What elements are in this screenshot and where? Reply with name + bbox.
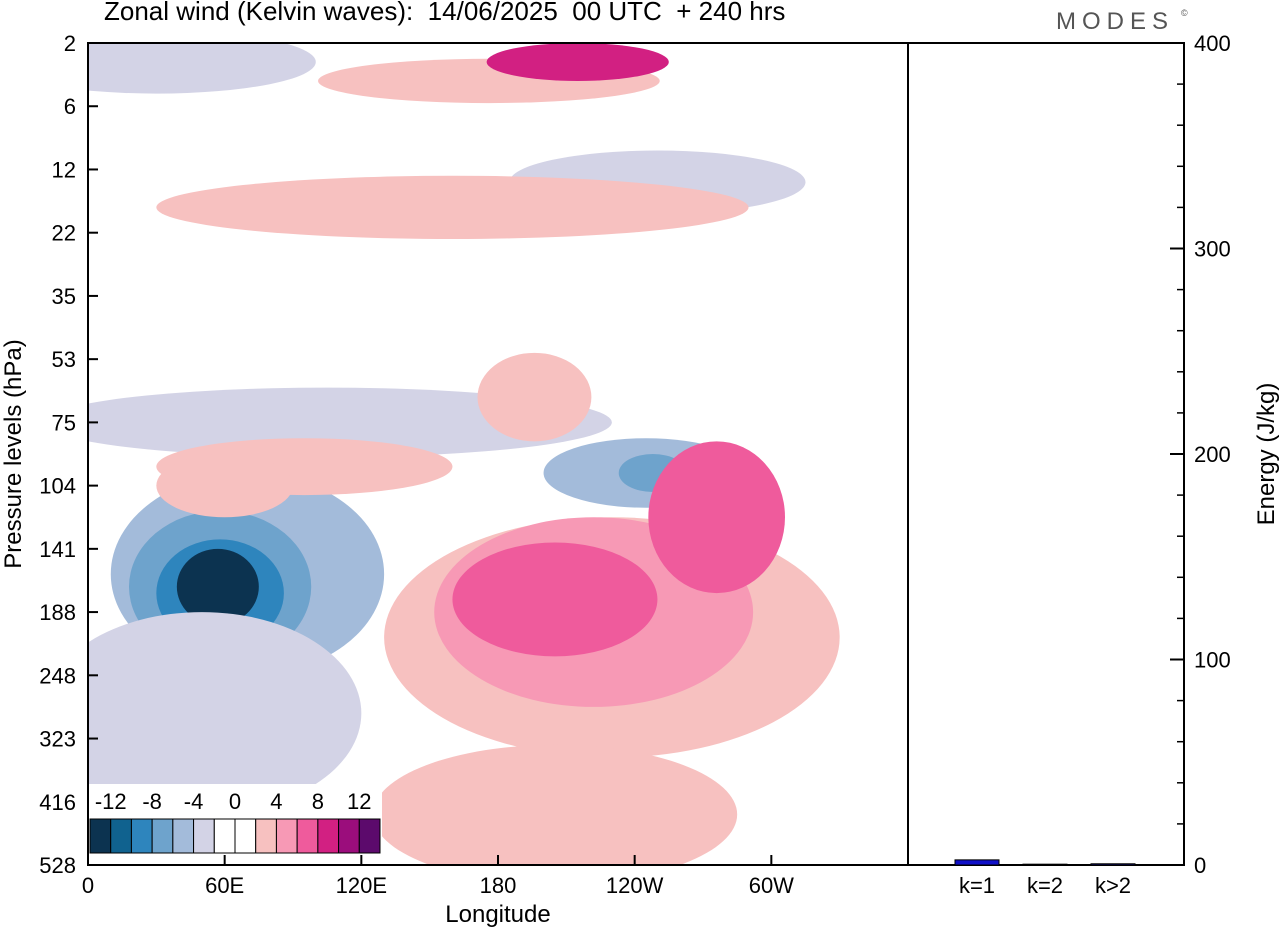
contour-blob-10 [88, 43, 316, 94]
energy-tick-label: 100 [1194, 648, 1231, 673]
y-tick-label: 53 [52, 347, 76, 372]
contour-blob-13 [156, 175, 749, 240]
modes-logo: MODES [1056, 8, 1175, 35]
energy-plot-frame [907, 42, 1185, 866]
energy-bar [1090, 863, 1136, 866]
colorbar-level-label: -12 [95, 789, 127, 814]
energy-category-label: k>2 [1095, 873, 1131, 898]
contour-blob-4 [88, 612, 362, 815]
energy-axis-title: Energy (J/kg) [1253, 383, 1280, 526]
colorbar-swatch [172, 818, 195, 854]
colorbar-level-label: 8 [312, 789, 324, 814]
colorbar-level-label: 4 [270, 789, 282, 814]
contour-blob-20 [156, 454, 293, 518]
x-axis-title: Longitude [445, 901, 550, 928]
contour-blob-6 [110, 280, 749, 338]
contour-blob-3 [176, 548, 259, 625]
energy-tick-label: 0 [1194, 853, 1206, 878]
x-tick-label: 120E [336, 873, 387, 898]
y-tick-label: 141 [39, 537, 76, 562]
contour-blob-18 [477, 352, 592, 442]
colorbar-swatch [151, 818, 174, 854]
y-tick-label: 75 [52, 410, 76, 435]
contour-field [88, 43, 840, 865]
chart-title: Zonal wind (Kelvin waves): 14/06/2025 00… [104, 0, 786, 26]
y-tick-label: 528 [39, 853, 76, 878]
energy-bar [954, 859, 1000, 866]
energy-tick-label: 200 [1194, 442, 1231, 467]
colorbar-swatch [234, 818, 257, 854]
y-tick-label: 2 [64, 31, 76, 56]
y-tick-label: 104 [39, 474, 76, 499]
y-tick-label: 22 [52, 221, 76, 246]
y-tick-label: 416 [39, 790, 76, 815]
colorbar: -12 -8 -4 0 4 8 12 [88, 784, 382, 855]
contour-blob-12 [486, 43, 669, 81]
energy-category-label: k=2 [1027, 873, 1063, 898]
y-tick-label: 188 [39, 600, 76, 625]
energy-category-label: k=1 [959, 873, 995, 898]
x-tick-label: 0 [82, 873, 94, 898]
colorbar-swatch [296, 818, 319, 854]
energy-bar [1022, 863, 1068, 866]
colorbar-level-label: 0 [229, 789, 241, 814]
energy-bar-chart: 0 100 200 300 400 k=1 k=2 k>2 [954, 31, 1231, 898]
copyright-mark: © [1181, 8, 1188, 18]
energy-tick-label: 300 [1194, 237, 1231, 262]
x-tick-label: 120W [606, 873, 664, 898]
colorbar-swatch [255, 818, 277, 854]
contour-blob-17 [648, 441, 786, 594]
colorbar-swatch [317, 818, 340, 854]
y-tick-label: 248 [39, 663, 76, 688]
contour-blob-16 [452, 542, 658, 657]
colorbar-swatch [338, 818, 360, 854]
colorbar-swatch [193, 818, 215, 854]
y-tick-label: 35 [52, 284, 76, 309]
y-tick-label: 12 [52, 157, 76, 182]
x-tick-label: 60E [205, 873, 244, 898]
y-tick-label: 323 [39, 727, 76, 752]
y-tick-label: 6 [64, 94, 76, 119]
colorbar-level-label: 12 [347, 789, 371, 814]
colorbar-swatch [130, 818, 153, 854]
x-tick-label: 60W [749, 873, 794, 898]
x-tick-label: 180 [480, 873, 517, 898]
colorbar-swatch [89, 818, 112, 854]
colorbar-level-label: -4 [184, 789, 204, 814]
colorbar-level-label: -8 [142, 789, 162, 814]
colorbar-swatch [213, 818, 236, 854]
y-axis-title: Pressure levels (hPa) [0, 339, 27, 568]
contour-blob-21 [372, 744, 738, 865]
colorbar-swatch [275, 818, 298, 854]
colorbar-swatch [110, 818, 132, 854]
colorbar-swatch [358, 818, 381, 854]
energy-tick-label: 400 [1194, 31, 1231, 56]
